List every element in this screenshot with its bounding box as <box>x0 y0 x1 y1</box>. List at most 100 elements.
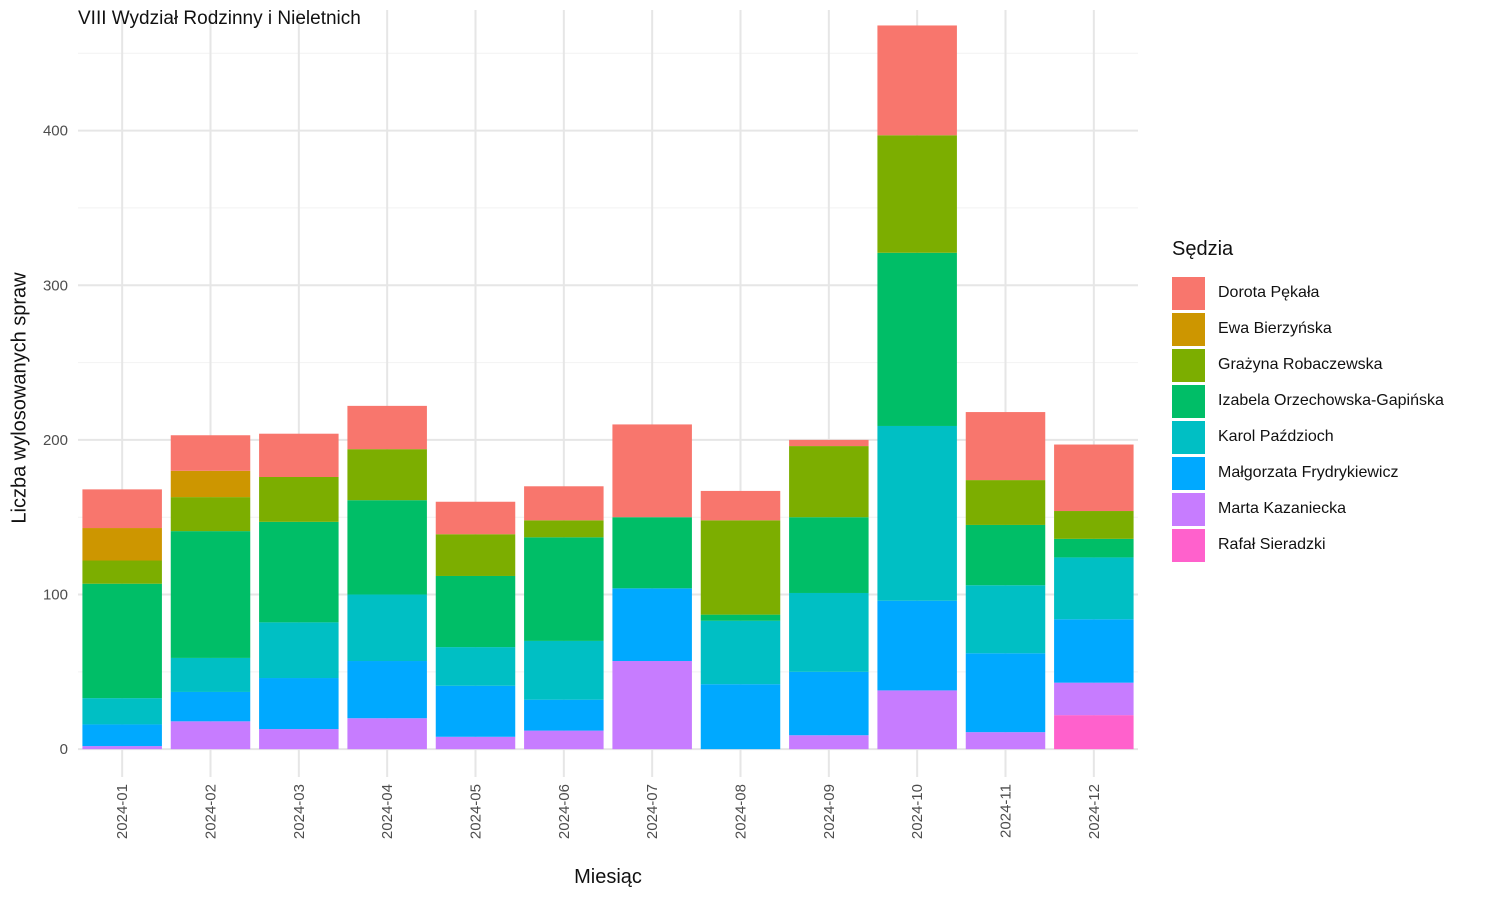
legend-item: Ewa Bierzyńska <box>1172 311 1444 347</box>
x-tick-label: 2024-10 <box>909 784 926 839</box>
chart-title: VIII Wydział Rodzinny i Nieletnich <box>78 8 361 29</box>
bar-segment <box>612 424 692 518</box>
bar-segment <box>965 732 1046 750</box>
bar-segment <box>700 520 781 615</box>
bar-segment <box>524 640 604 700</box>
x-axis-ticks: 2024-01 2024-02 2024-03 2024-04 2024-05 2024-… <box>114 784 1103 839</box>
bar-segment <box>435 501 516 535</box>
bar-segment <box>877 690 957 750</box>
y-axis-ticks: 0 100 200 300 400 <box>43 123 68 759</box>
bar-segment <box>789 592 869 672</box>
legend-title: Sędzia <box>1172 238 1234 260</box>
legend-swatch <box>1172 456 1205 490</box>
y-axis-label: Liczba wylosowanych spraw <box>8 272 31 524</box>
bar-segment <box>82 724 162 747</box>
bar-segment <box>1054 444 1134 512</box>
bar-segment <box>789 671 869 736</box>
legend-item: Izabela Orzechowska-Gapińska <box>1172 383 1444 419</box>
y-tick-label: 100 <box>43 587 68 604</box>
bar-segment <box>435 685 516 737</box>
legend-label: Izabela Orzechowska-Gapińska <box>1218 392 1444 409</box>
legend-label: Małgorzata Frydrykiewicz <box>1218 464 1399 481</box>
bar-segment <box>700 684 781 750</box>
bar-segment <box>347 405 427 450</box>
bar-segment <box>347 500 427 595</box>
x-tick-label: 2024-12 <box>1086 784 1103 839</box>
bar-segment <box>347 449 427 501</box>
bar-segment <box>612 517 692 589</box>
bar-segment <box>347 661 427 719</box>
y-tick-label: 400 <box>43 123 68 140</box>
bar-segment <box>259 622 339 679</box>
bar-segment <box>612 588 692 662</box>
bar-segment <box>259 729 339 750</box>
bar-segment <box>259 521 339 623</box>
bar-segment <box>170 531 251 658</box>
bar-segment <box>524 699 604 731</box>
legend-swatch <box>1172 528 1205 562</box>
bar-segment <box>259 678 339 730</box>
bar-segment <box>789 439 869 447</box>
bar-segment <box>170 470 251 498</box>
bar-segment <box>170 657 251 692</box>
x-tick-label: 2024-08 <box>733 784 750 839</box>
x-tick-label: 2024-09 <box>821 784 838 839</box>
bar-segment <box>1054 511 1134 539</box>
legend-label: Grażyna Robaczewska <box>1218 356 1383 373</box>
bar-segment <box>965 524 1046 586</box>
legend-label: Marta Kazaniecka <box>1218 500 1347 517</box>
legend-label: Karol Paździoch <box>1218 428 1334 445</box>
legend-label: Dorota Pękała <box>1218 284 1320 301</box>
bar-segment <box>1054 715 1134 750</box>
legend-swatch <box>1172 276 1205 310</box>
x-tick-label: 2024-02 <box>203 784 220 839</box>
bar-segment <box>170 691 251 722</box>
legend-swatch <box>1172 384 1205 418</box>
bar-segment <box>259 477 339 522</box>
bar-segment <box>82 489 162 529</box>
bar-segment <box>435 534 516 576</box>
x-axis-label: Miesiąc <box>574 866 642 888</box>
bar-segment <box>877 25 957 136</box>
bar-segment <box>789 735 869 750</box>
x-tick-label: 2024-01 <box>114 784 131 839</box>
legend: Sędzia Dorota Pękała Ewa Bierzyńska Grażyn… <box>1172 238 1444 563</box>
bar-segment <box>435 647 516 686</box>
legend-swatch <box>1172 420 1205 454</box>
bar-segment <box>877 600 957 691</box>
x-tick-label: 2024-05 <box>468 784 485 839</box>
bar-segment <box>524 537 604 641</box>
legend-item: Rafał Sieradzki <box>1172 527 1444 563</box>
bar-segment <box>789 446 869 518</box>
bar-segment <box>82 746 162 750</box>
y-tick-label: 200 <box>43 432 68 449</box>
bar-segment <box>347 718 427 750</box>
bar-segment <box>1054 682 1134 716</box>
bar-segment <box>877 252 957 426</box>
bar-segment <box>965 480 1046 525</box>
bar-segment <box>965 653 1046 733</box>
bar-segment <box>524 520 604 538</box>
bar-segment <box>347 594 427 662</box>
bar-segment <box>82 583 162 699</box>
y-tick-label: 300 <box>43 277 68 294</box>
legend-items: Dorota Pękała Ewa Bierzyńska Grażyna Robac… <box>1172 275 1444 563</box>
legend-item: Marta Kazaniecka <box>1172 491 1444 527</box>
bar-segment <box>1054 619 1134 683</box>
bar-segment <box>524 730 604 750</box>
bar-segment <box>524 486 604 521</box>
x-tick-label: 2024-06 <box>556 784 573 839</box>
legend-label: Rafał Sieradzki <box>1218 536 1326 553</box>
x-tick-label: 2024-07 <box>644 784 661 839</box>
bar-segment <box>170 721 251 750</box>
legend-label: Ewa Bierzyńska <box>1218 320 1332 337</box>
legend-item: Karol Paździoch <box>1172 419 1444 455</box>
bars <box>82 25 1134 750</box>
bar-segment <box>877 425 957 601</box>
bar-segment <box>1054 538 1134 558</box>
bar-segment <box>700 490 781 521</box>
legend-item: Małgorzata Frydrykiewicz <box>1172 455 1444 491</box>
bar-segment <box>965 585 1046 654</box>
y-tick-label: 0 <box>60 741 68 758</box>
